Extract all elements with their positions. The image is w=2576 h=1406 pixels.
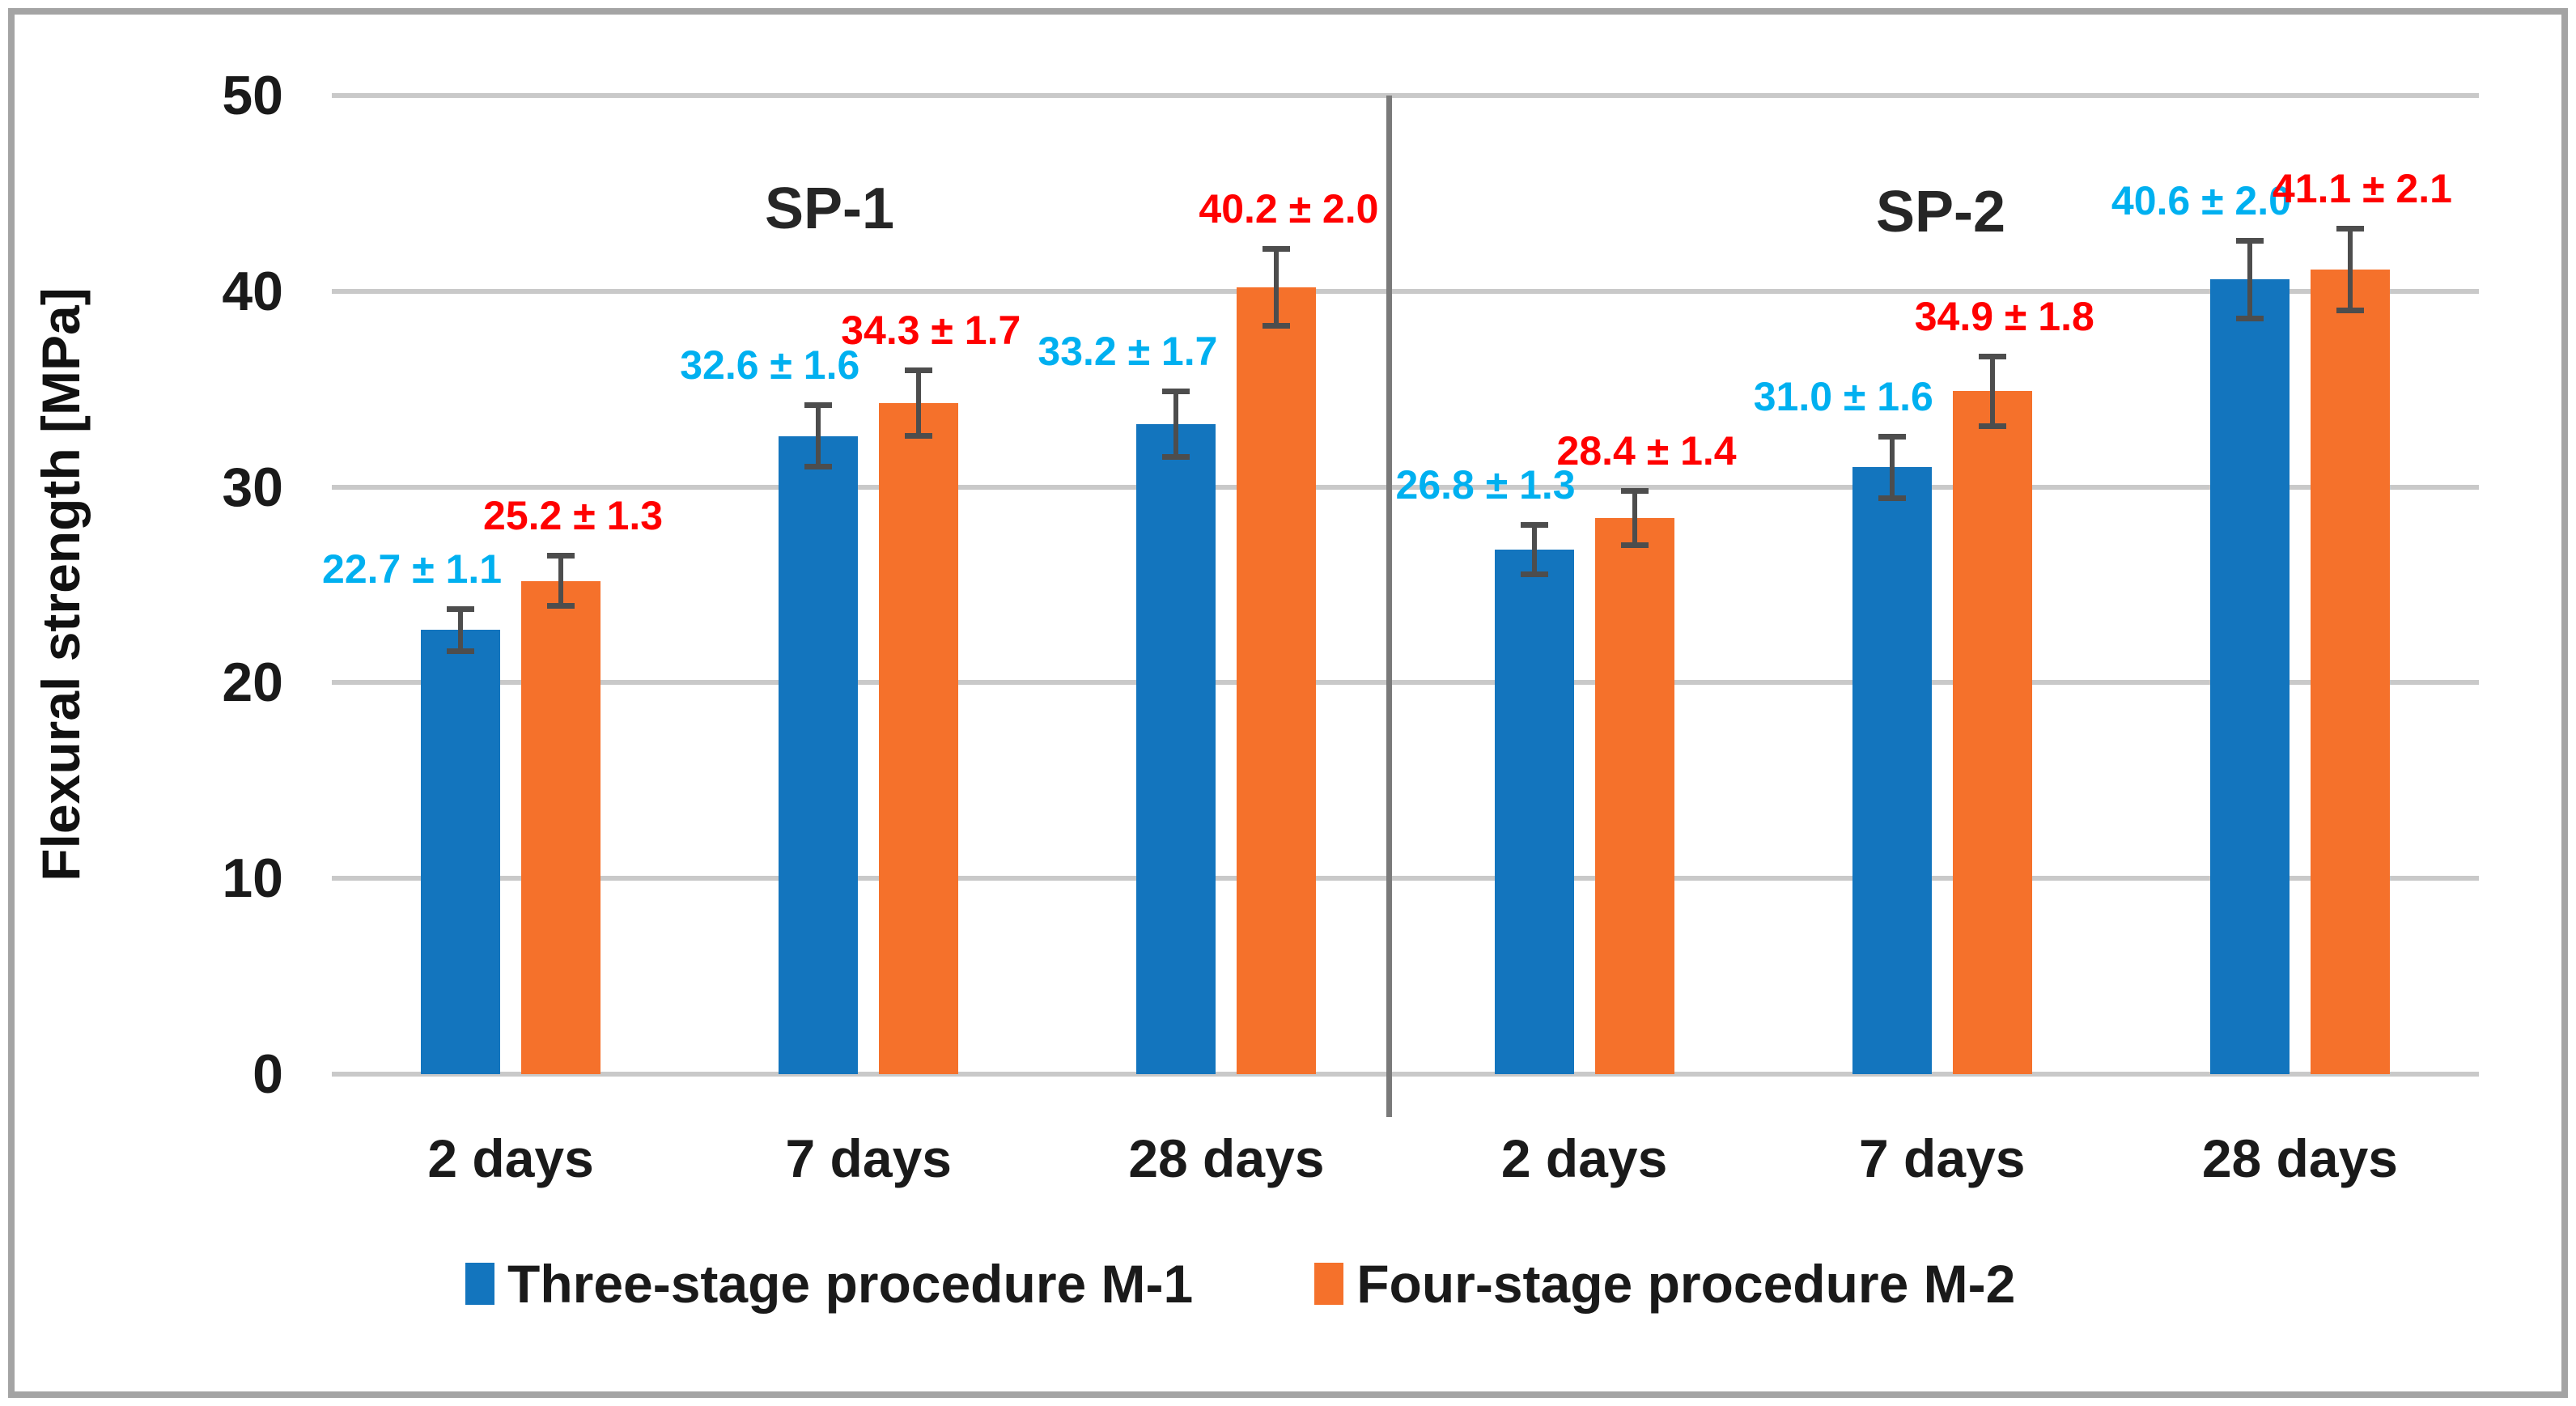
bar-m2-7days: [1952, 391, 2032, 1074]
value-label: 40.6 ± 2.0: [2111, 177, 2291, 223]
value-label: 40.2 ± 2.0: [1199, 185, 1379, 232]
gridline-y50: [332, 93, 2479, 98]
error-bar-cap-bottom: [1620, 542, 1649, 549]
error-bar-cap-top: [804, 402, 833, 409]
value-label: 41.1 ± 2.1: [2272, 166, 2452, 212]
error-bar-cap-top: [1520, 521, 1548, 528]
bar-m1-2days: [421, 630, 501, 1074]
error-bar-cap-bottom: [905, 432, 933, 439]
error-bar-cap-bottom: [2235, 315, 2264, 321]
error-bar-line: [1173, 391, 1179, 458]
error-bar-cap-top: [2336, 226, 2364, 232]
value-label: 34.3 ± 1.7: [841, 307, 1021, 353]
error-bar-cap-top: [2235, 237, 2264, 244]
x-tick-label: 28 days: [2201, 1128, 2398, 1188]
legend-item-three-stage: Three-stage procedure M-1: [465, 1253, 1193, 1315]
bar-m1-7days: [1852, 467, 1932, 1074]
gridline-y0: [332, 1072, 2479, 1077]
bar-m2-7days: [879, 402, 959, 1074]
legend: Three-stage procedure M-1 Four-stage pro…: [465, 1253, 2015, 1315]
error-bar-cap-top: [1878, 433, 1906, 440]
error-bar-cap-top: [1263, 245, 1291, 252]
bar-m2-28days: [2310, 270, 2390, 1074]
error-bar-line: [2347, 228, 2353, 311]
y-tick-label: 50: [222, 65, 283, 126]
legend-item-four-stage: Four-stage procedure M-2: [1314, 1253, 2015, 1315]
error-bar-line: [458, 608, 464, 652]
y-tick-label: 10: [222, 847, 283, 910]
error-bar-cap-top: [447, 605, 475, 612]
error-bar-line: [816, 405, 821, 468]
error-bar-cap-bottom: [1520, 571, 1548, 578]
value-label: 28.4 ± 1.4: [1556, 428, 1737, 474]
bar-m1-2days: [1494, 549, 1574, 1074]
error-bar-cap-bottom: [1263, 323, 1291, 329]
legend-swatch-orange: [1314, 1263, 1344, 1305]
x-tick-label: 2 days: [427, 1128, 594, 1188]
error-bar-line: [1274, 248, 1280, 327]
y-tick-label: 20: [222, 652, 283, 714]
y-axis-title: Flexural strength [MPa]: [31, 287, 91, 881]
error-bar-cap-bottom: [804, 464, 833, 470]
x-tick-label: 2 days: [1500, 1128, 1668, 1188]
group-label-sp2: SP-2: [1875, 180, 2006, 244]
error-bar-cap-bottom: [547, 603, 575, 610]
bar-m1-28days: [2209, 279, 2290, 1074]
bar-m2-28days: [1237, 287, 1317, 1074]
legend-label-four-stage: Four-stage procedure M-2: [1356, 1254, 2016, 1314]
error-bar-line: [2247, 240, 2252, 319]
x-tick-label: 28 days: [1128, 1128, 1325, 1188]
bar-m1-7days: [779, 435, 859, 1074]
error-bar-line: [1989, 355, 1995, 427]
y-tick-label: 30: [222, 456, 283, 518]
legend-label-three-stage: Three-stage procedure M-1: [507, 1254, 1194, 1314]
value-label: 22.7 ± 1.1: [322, 546, 503, 592]
error-bar-cap-bottom: [1162, 454, 1190, 461]
value-label: 32.6 ± 1.6: [680, 342, 860, 389]
value-label: 34.9 ± 1.8: [1914, 293, 2094, 339]
group-divider-line: [1386, 96, 1392, 1117]
value-label: 33.2 ± 1.7: [1038, 329, 1218, 375]
error-bar-cap-bottom: [1978, 423, 2006, 429]
value-label: 31.0 ± 1.6: [1753, 373, 1933, 419]
error-bar-line: [916, 369, 922, 436]
error-bar-cap-top: [905, 367, 933, 373]
x-tick-label: 7 days: [1859, 1128, 2026, 1188]
error-bar-line: [1889, 435, 1895, 499]
x-tick-label: 7 days: [785, 1128, 952, 1188]
value-label: 26.8 ± 1.3: [1395, 461, 1576, 508]
error-bar-cap-top: [1162, 389, 1190, 395]
bar-m2-2days: [521, 580, 601, 1074]
error-bar-cap-bottom: [2336, 307, 2364, 313]
y-tick-label: 40: [222, 260, 283, 322]
gridline-y20: [332, 680, 2479, 686]
legend-swatch-blue: [465, 1263, 494, 1305]
bar-m2-2days: [1594, 518, 1674, 1074]
bar-m1-28days: [1136, 424, 1216, 1074]
error-bar-cap-top: [547, 553, 575, 559]
group-label-sp1: SP-1: [764, 176, 895, 241]
value-label: 25.2 ± 1.3: [483, 493, 664, 539]
error-bar-cap-bottom: [447, 648, 475, 654]
error-bar-cap-top: [1620, 488, 1649, 495]
gridline-y30: [332, 484, 2479, 490]
error-bar-cap-bottom: [1878, 495, 1906, 502]
error-bar-cap-top: [1978, 353, 2006, 359]
error-bar-line: [1632, 491, 1637, 546]
error-bar-line: [558, 555, 564, 607]
figure-border: [8, 8, 2568, 1398]
error-bar-line: [1531, 524, 1537, 576]
y-tick-label: 0: [253, 1043, 283, 1105]
gridline-y40: [332, 288, 2479, 294]
gridline-y10: [332, 876, 2479, 881]
